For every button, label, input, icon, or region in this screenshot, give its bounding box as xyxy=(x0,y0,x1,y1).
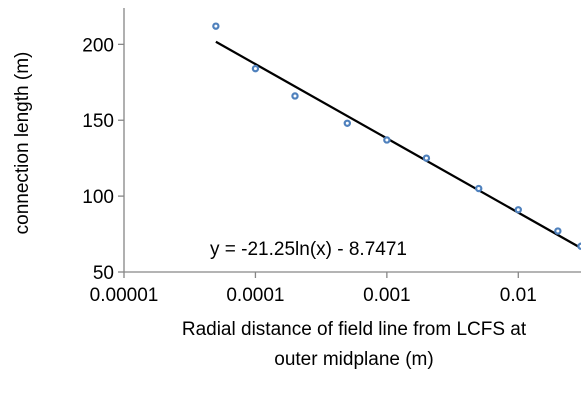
plot-area xyxy=(212,22,581,250)
ticks: 50 100 150 200 0.00001 0.0001 0.001 0.01 xyxy=(82,35,536,306)
data-point xyxy=(554,227,562,235)
data-point xyxy=(251,64,260,73)
data-point xyxy=(212,22,220,30)
y-tick-label: 50 xyxy=(93,263,114,284)
data-point xyxy=(383,136,391,144)
data-point xyxy=(577,242,581,250)
x-axis-title-line-1: Radial distance of field line from LCFS … xyxy=(182,319,527,340)
y-axis-title: connection length (m) xyxy=(12,52,33,235)
y-tick-label: 200 xyxy=(82,35,114,56)
data-point xyxy=(514,206,522,214)
trendline xyxy=(215,40,581,250)
x-tick-label: 0.01 xyxy=(500,285,537,306)
data-point xyxy=(422,154,431,162)
x-tick-label: 0.00001 xyxy=(90,285,159,306)
axes xyxy=(123,8,581,273)
y-tick-label: 150 xyxy=(82,111,114,132)
x-axis-title-line-2: outer midplane (m) xyxy=(274,349,433,370)
data-point xyxy=(343,119,351,127)
x-tick-label: 0.0001 xyxy=(226,285,284,306)
data-point xyxy=(291,92,299,100)
data-point xyxy=(475,184,483,193)
x-tick-label: 0.001 xyxy=(363,285,411,306)
trendline-equation: y = -21.25ln(x) - 8.7471 xyxy=(210,239,407,260)
y-tick-label: 100 xyxy=(82,187,114,208)
